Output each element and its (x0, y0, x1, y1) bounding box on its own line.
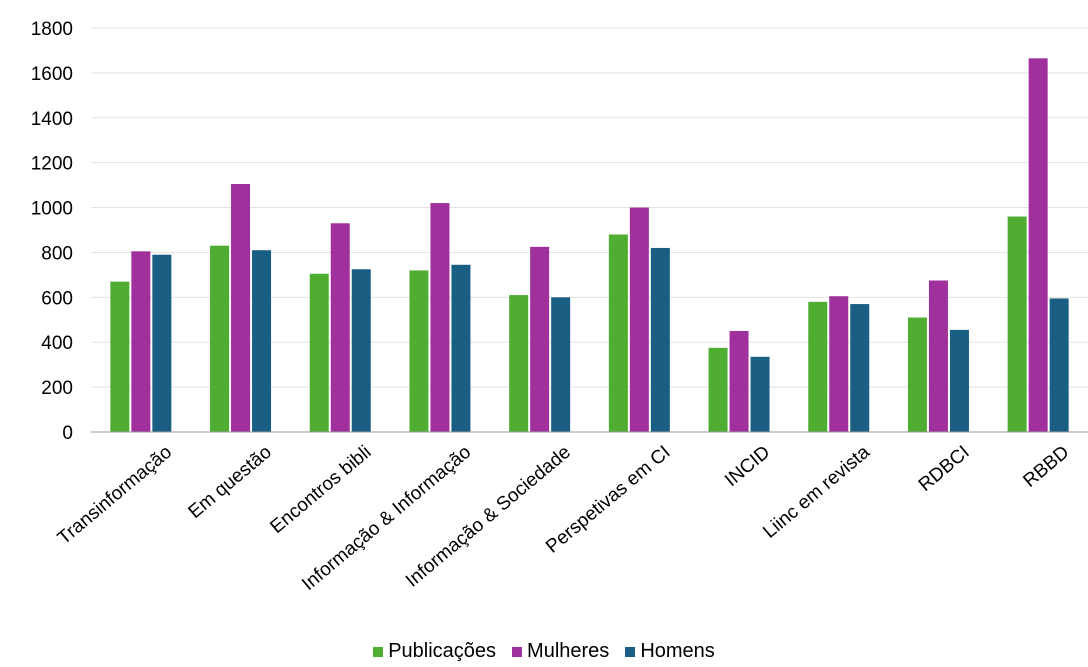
bar (629, 207, 649, 432)
legend-swatch-publicacoes (373, 646, 384, 657)
legend-label-mulheres: Mulheres (527, 640, 610, 662)
x-tick-label: Em questão (185, 442, 276, 523)
bar (409, 270, 429, 432)
x-tick-label: Encontros bibli (266, 442, 375, 538)
y-tick-label: 200 (41, 378, 73, 399)
bar (1028, 58, 1048, 433)
bar-chart: 0 200 400 600 800 1000 1200 1400 1600 1800 Transi… (31, 19, 1088, 595)
bar (309, 273, 329, 432)
bar (850, 304, 870, 432)
y-tick-label: 1400 (31, 109, 73, 130)
y-tick-label: 600 (41, 288, 73, 309)
bar (829, 296, 849, 432)
legend-swatch-mulheres (512, 646, 523, 657)
y-tick-label: 400 (41, 333, 73, 354)
y-tick-label: 1800 (31, 19, 73, 40)
y-tick-label: 1000 (31, 199, 73, 220)
x-tick-label: INCID (721, 442, 774, 491)
bar (430, 203, 450, 432)
bar (1007, 216, 1027, 432)
bar (131, 251, 151, 432)
bar (231, 183, 251, 432)
bar (650, 247, 670, 432)
legend-item-publicacoes: Publicações (373, 640, 496, 663)
legend-label-publicacoes: Publicações (388, 640, 497, 662)
bar (330, 223, 350, 432)
bar (152, 254, 172, 432)
bar (551, 297, 571, 432)
bar (750, 356, 770, 432)
legend: Publicações Mulheres Homens (0, 640, 1088, 663)
legend-item-mulheres: Mulheres (512, 640, 609, 663)
y-tick-label: 0 (62, 423, 73, 444)
bars (110, 58, 1069, 433)
bar (530, 246, 550, 432)
bar (110, 281, 130, 432)
bar (210, 245, 230, 432)
bar (252, 250, 272, 432)
bar (608, 234, 628, 432)
bar (451, 264, 471, 432)
x-tick-label: Transinformação (54, 442, 176, 549)
y-axis-ticks: 0 200 400 600 800 1000 1200 1400 1600 1800 (31, 19, 73, 444)
x-tick-label: Informação & Informação (298, 442, 475, 595)
bar (351, 269, 371, 432)
bar (907, 317, 927, 432)
legend-swatch-homens (625, 646, 636, 657)
x-tick-label: Liinc em revista (759, 441, 874, 542)
bar (928, 280, 948, 432)
legend-label-homens: Homens (640, 640, 715, 662)
x-tick-label: RDBCI (915, 442, 974, 496)
bar (808, 301, 828, 432)
bar (708, 347, 728, 432)
y-tick-label: 1200 (31, 154, 73, 175)
x-tick-label: Informação & Sociedade (402, 442, 575, 592)
y-tick-label: 1600 (31, 64, 73, 85)
bar (949, 329, 969, 432)
bar (729, 331, 749, 432)
legend-item-homens: Homens (625, 640, 715, 663)
y-tick-label: 800 (41, 243, 73, 264)
bar (1049, 298, 1069, 432)
x-tick-label: RBBD (1019, 442, 1073, 492)
bar (509, 295, 529, 432)
